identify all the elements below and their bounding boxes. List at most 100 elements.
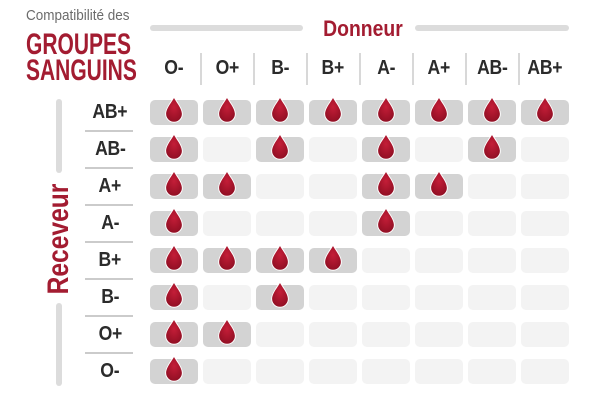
receiver-label-text: A-: [100, 212, 120, 234]
cell-A+-from-A-: [362, 170, 410, 199]
cell-A--from-B-: [256, 211, 304, 236]
donor-header-label: AB-: [476, 57, 508, 79]
donor-header-O+: O+: [200, 52, 251, 85]
cell-O+-from-A+: [415, 322, 463, 347]
cell-AB+-from-AB-: [468, 96, 516, 125]
cell-O+-from-AB+: [521, 322, 569, 347]
donor-header-label: O+: [215, 57, 239, 79]
cell-AB--from-O+: [203, 137, 251, 162]
receiver-row-labels: AB+ AB- A+ A- B+ B- O+ O-: [84, 100, 136, 396]
cell-A+-from-AB+: [521, 174, 569, 199]
cell-B--from-B-: [256, 281, 304, 310]
cell-O+-from-O+: [203, 318, 251, 347]
page-title-line2: SANGUINS: [26, 54, 137, 87]
cell-A--from-AB-: [468, 211, 516, 236]
compatibility-grid: [150, 96, 569, 396]
donor-header-label: B+: [321, 57, 345, 79]
receiver-label-text: AB-: [94, 138, 126, 160]
blood-drop-icon: [165, 207, 183, 234]
receiver-label-O-: O-: [84, 359, 136, 384]
blood-drop-icon: [483, 96, 501, 123]
donor-header-label: O-: [164, 57, 184, 79]
blood-drop-icon: [218, 244, 236, 271]
cell-A+-from-B+: [309, 174, 357, 199]
cell-B+-from-A-: [362, 248, 410, 273]
blood-drop-icon: [165, 281, 183, 308]
donor-header-label: A+: [427, 57, 451, 79]
blood-drop-icon: [165, 318, 183, 345]
blood-drop-icon: [377, 133, 395, 160]
cell-AB--from-AB-: [468, 133, 516, 162]
blood-drop-icon: [324, 96, 342, 123]
cell-AB--from-B-: [256, 133, 304, 162]
receiver-axis-bottom-bar: [56, 303, 62, 386]
cell-O--from-AB+: [521, 359, 569, 384]
blood-drop-icon: [324, 244, 342, 271]
cell-AB--from-B+: [309, 137, 357, 162]
page-title-line1: GROUPES: [26, 28, 132, 61]
blood-drop-icon: [430, 96, 448, 123]
blood-drop-icon: [165, 244, 183, 271]
blood-drop-icon: [271, 133, 289, 160]
cell-O--from-B-: [256, 359, 304, 384]
cell-O+-from-B+: [309, 322, 357, 347]
cell-A--from-A-: [362, 207, 410, 236]
cell-B--from-AB+: [521, 285, 569, 310]
cell-AB--from-AB+: [521, 137, 569, 162]
donor-column-headers: O- O+ B- B+ A- A+ AB- AB+: [150, 52, 569, 85]
cell-B+-from-O+: [203, 244, 251, 273]
cell-O--from-O-: [150, 355, 198, 384]
cell-O--from-A+: [415, 359, 463, 384]
blood-drop-icon: [218, 318, 236, 345]
donor-header-label: AB+: [527, 57, 563, 79]
cell-AB+-from-B+: [309, 96, 357, 125]
cell-A+-from-O-: [150, 170, 198, 199]
receiver-label-text: O-: [100, 360, 120, 382]
blood-drop-icon: [218, 96, 236, 123]
cell-AB+-from-AB+: [521, 96, 569, 125]
donor-header-B+: B+: [306, 52, 357, 85]
cell-A+-from-A+: [415, 170, 463, 199]
cell-B+-from-B+: [309, 244, 357, 273]
blood-drop-icon: [483, 133, 501, 160]
blood-drop-icon: [377, 96, 395, 123]
cell-A--from-O+: [203, 211, 251, 236]
cell-O+-from-B-: [256, 322, 304, 347]
donor-axis-left-bar: [150, 25, 303, 31]
cell-AB--from-A-: [362, 133, 410, 162]
receiver-axis-label: Receveur: [42, 183, 75, 295]
cell-A+-from-B-: [256, 174, 304, 199]
cell-B--from-A+: [415, 285, 463, 310]
donor-axis-label: Donneur: [323, 16, 403, 41]
cell-AB--from-O-: [150, 133, 198, 162]
grid-row-AB-: [150, 133, 569, 162]
receiver-label-text: O+: [98, 323, 122, 345]
cell-B+-from-B-: [256, 244, 304, 273]
cell-B--from-AB-: [468, 285, 516, 310]
cell-B--from-O+: [203, 285, 251, 310]
title-kicker: Compatibilité des: [26, 7, 130, 24]
cell-B+-from-A+: [415, 248, 463, 273]
receiver-axis-top-bar: [56, 99, 62, 173]
donor-header-A-: A-: [359, 52, 410, 85]
blood-drop-icon: [536, 96, 554, 123]
cell-O--from-O+: [203, 359, 251, 384]
donor-axis-right-bar: [415, 25, 569, 31]
receiver-label-text: B-: [100, 286, 120, 308]
cell-AB--from-A+: [415, 137, 463, 162]
blood-drop-icon: [165, 355, 183, 382]
receiver-label-B-: B-: [84, 285, 136, 317]
receiver-label-B+: B+: [84, 248, 136, 280]
cell-AB+-from-A-: [362, 96, 410, 125]
grid-row-A-: [150, 207, 569, 236]
grid-row-B-: [150, 281, 569, 310]
receiver-label-A+: A+: [84, 174, 136, 206]
blood-drop-icon: [165, 170, 183, 197]
receiver-label-O+: O+: [84, 322, 136, 354]
cell-B+-from-AB-: [468, 248, 516, 273]
blood-drop-icon: [218, 170, 236, 197]
cell-O+-from-AB-: [468, 322, 516, 347]
receiver-label-A-: A-: [84, 211, 136, 243]
cell-B--from-O-: [150, 281, 198, 310]
grid-row-A+: [150, 170, 569, 199]
